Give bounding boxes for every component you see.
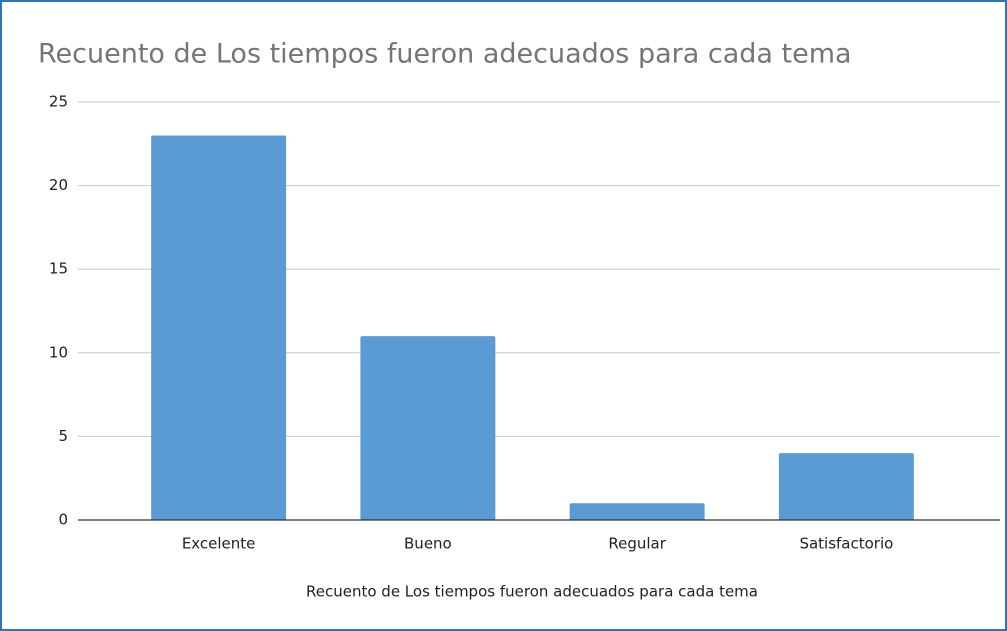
x-tick-label: Bueno: [404, 535, 452, 553]
x-tick-label: Excelente: [182, 535, 256, 553]
y-tick-label: 20: [49, 176, 68, 194]
x-axis-label: Recuento de Los tiempos fueron adecuados…: [306, 583, 758, 601]
y-tick-label: 10: [49, 343, 68, 361]
y-tick-label: 25: [49, 93, 68, 111]
y-tick-label: 0: [58, 511, 68, 529]
bar: [778, 453, 914, 520]
bar: [151, 135, 287, 520]
chart-title: Recuento de Los tiempos fueron adecuados…: [38, 39, 852, 70]
bar: [360, 336, 496, 520]
y-tick-label: 5: [58, 427, 68, 445]
x-tick-label: Regular: [608, 535, 666, 553]
y-tick-label: 15: [49, 260, 68, 278]
x-tick-label: Satisfactorio: [799, 535, 893, 553]
bar: [569, 503, 705, 520]
